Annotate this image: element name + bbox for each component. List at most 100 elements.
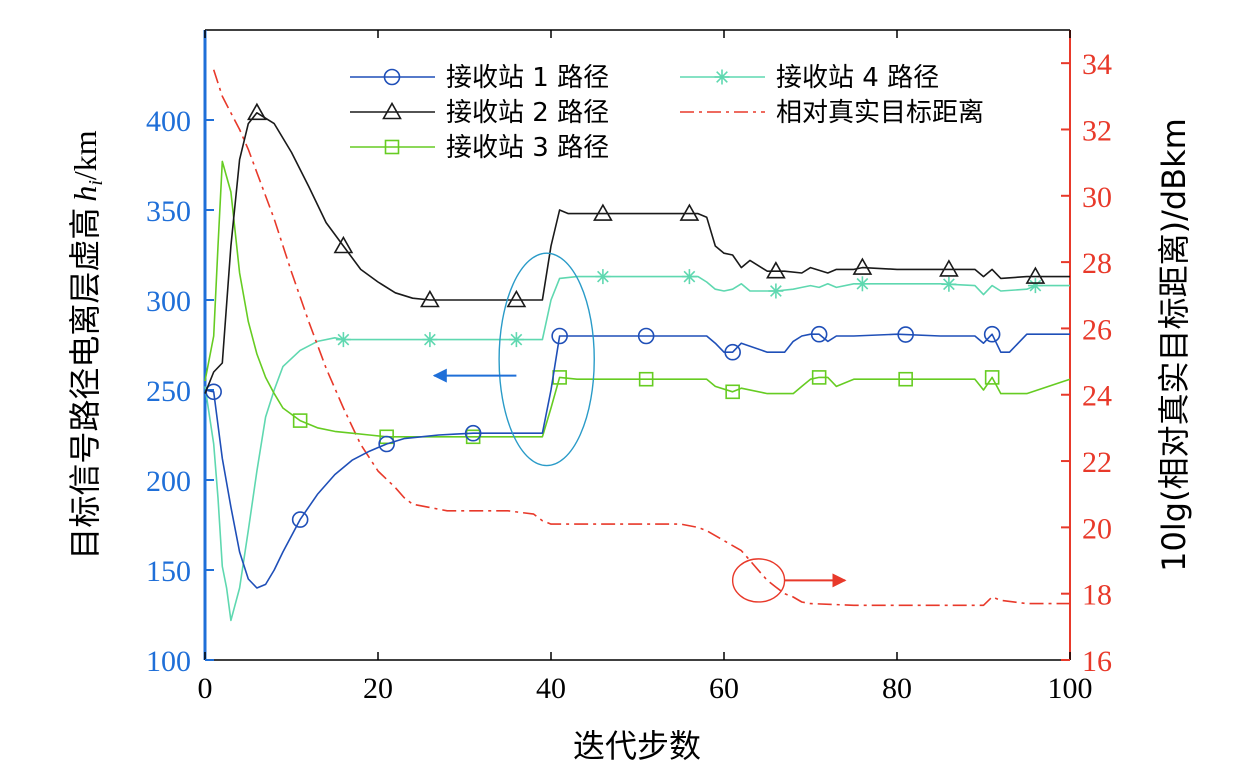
right-y-axis-ticks: 16 18 20 22 24 26 28 30 32 34: [1061, 48, 1112, 678]
series-4-marker-stroke: [510, 333, 523, 346]
series-2-marker: [593, 203, 613, 221]
legend-label: 接收站 4 路径: [776, 63, 939, 93]
series-4-marker-stroke: [683, 270, 696, 283]
series-5-group: [212, 69, 1070, 607]
series-layer: [204, 69, 1071, 622]
series-2-marker: [1025, 266, 1046, 284]
series-4-marker: [508, 332, 524, 348]
series-4-group: [204, 269, 1070, 622]
x-axis-ticks: 0 20 40 60 80 100: [198, 30, 1093, 705]
legend-item: 接收站 4 路径: [680, 63, 939, 93]
series-3-marker: [292, 413, 308, 428]
series-2-marker: [852, 257, 873, 275]
legend-swatch-marker-stroke: [716, 71, 728, 83]
series-4-marker-stroke: [337, 333, 350, 346]
right-y-tick-label: 24: [1082, 380, 1112, 413]
series-4-marker: [1027, 278, 1043, 294]
legend-item: 接收站 2 路径: [350, 98, 609, 128]
series-1-marker: [378, 435, 395, 453]
legend-label: 接收站 3 路径: [446, 133, 609, 163]
series-1-marker: [464, 424, 482, 442]
legend-item: 相对真实目标距离: [680, 98, 984, 128]
legend-swatch-marker: [714, 69, 730, 85]
x-tick-label: 20: [363, 672, 393, 705]
series-3-marker: [638, 371, 654, 387]
series-4-marker: [595, 269, 611, 285]
legend-item: 接收站 1 路径: [350, 63, 609, 93]
series-4-marker-stroke: [770, 285, 782, 297]
series-2-marker: [506, 289, 527, 308]
series-2-group: [204, 102, 1070, 394]
series-3-group: [204, 160, 1071, 445]
left-y-tick-label: 200: [146, 465, 191, 498]
x-tick-label: 60: [709, 672, 739, 705]
series-2-marker: [420, 289, 440, 308]
left-y-tick-label: 100: [146, 645, 191, 678]
left-y-axis-title: 目标信号路径电离层虚高 hi/km: [66, 130, 107, 559]
left-y-axis-title-unit: /km: [67, 130, 103, 180]
legend-item: 接收站 3 路径: [350, 133, 609, 163]
highlight-circle: [731, 558, 786, 603]
series-3-marker: [811, 370, 827, 385]
series-4-marker: [335, 332, 351, 348]
right-y-tick-label: 22: [1082, 446, 1112, 479]
series-4-marker: [854, 276, 870, 292]
left-y-tick-label: 300: [146, 285, 191, 318]
left-y-axis-ticks: 100 150 200 250 300 350 400: [146, 105, 214, 678]
series-2-marker: [766, 261, 786, 279]
series-4-marker: [941, 276, 957, 292]
annotation-layer: [432, 252, 847, 603]
series-4-marker-stroke: [856, 277, 869, 290]
series-1-marker: [724, 343, 741, 361]
x-tick-label: 100: [1048, 672, 1093, 705]
legend-label: 接收站 1 路径: [446, 63, 609, 93]
right-y-tick-label: 28: [1082, 247, 1112, 280]
right-y-tick-label: 30: [1082, 181, 1112, 214]
series-1-marker: [897, 326, 914, 343]
x-tick-label: 0: [198, 672, 213, 705]
series-4-marker-stroke: [597, 270, 609, 283]
series-4-marker-stroke: [943, 278, 955, 291]
right-y-tick-label: 18: [1082, 579, 1112, 612]
series-1-marker: [551, 327, 568, 345]
left-y-tick-label: 350: [146, 195, 191, 228]
right-y-tick-label: 34: [1082, 48, 1112, 81]
legend-swatch-marker: [383, 68, 401, 86]
series-1-marker: [637, 327, 655, 345]
series-2-line: [204, 112, 1070, 394]
plot-frame: [203, 29, 1071, 661]
series-2-marker: [333, 235, 354, 254]
series-1-line: [204, 333, 1070, 589]
left-y-tick-label: 150: [146, 555, 191, 588]
legend-label: 相对真实目标距离: [776, 98, 984, 128]
left-y-axis-title-symbol: h: [67, 186, 103, 202]
series-3-line: [204, 160, 1071, 438]
left-y-tick-label: 400: [146, 105, 191, 138]
series-1-marker: [810, 325, 828, 343]
series-4-marker-stroke: [1029, 279, 1042, 292]
series-3-marker: [984, 370, 1000, 385]
series-1-marker: [983, 325, 1001, 343]
right-y-axis-title: 10lg(相对真实目标距离)/dBkm: [1155, 118, 1193, 572]
right-y-tick-label: 20: [1082, 512, 1112, 545]
series-1-group: [204, 325, 1070, 589]
legend-label: 接收站 2 路径: [446, 98, 609, 128]
legend-swatch-marker: [384, 139, 400, 155]
x-tick-label: 40: [536, 672, 566, 705]
right-y-tick-label: 32: [1082, 114, 1112, 147]
series-5-line: [212, 69, 1070, 607]
series-1-marker: [291, 511, 309, 528]
series-4-marker-stroke: [424, 333, 436, 346]
right-y-tick-label: 26: [1082, 313, 1112, 346]
series-4-marker: [422, 332, 438, 348]
series-4-marker: [681, 269, 697, 285]
highlight-ellipse: [498, 252, 595, 467]
left-y-axis-title-subscript: i: [85, 180, 107, 186]
series-2-marker: [939, 259, 959, 277]
series-3-marker: [725, 384, 740, 400]
x-tick-label: 80: [882, 672, 912, 705]
series-2-marker: [247, 102, 267, 121]
series-4-line: [204, 275, 1070, 622]
